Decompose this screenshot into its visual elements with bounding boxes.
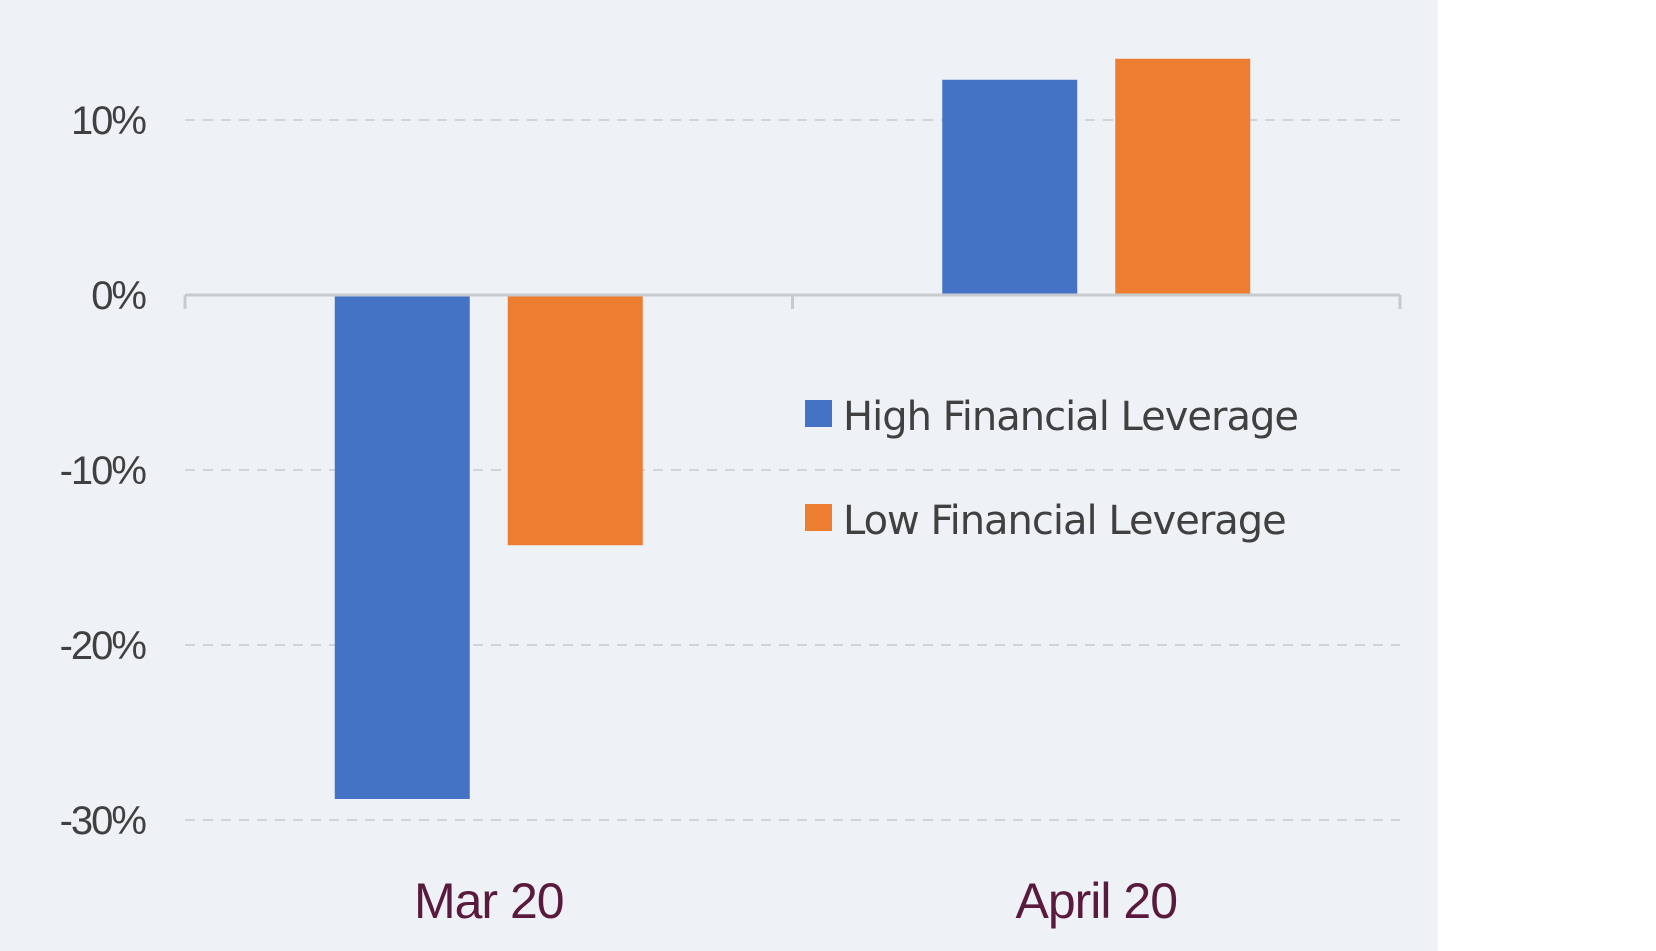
y-tick-label: -20% [60, 624, 147, 668]
bar-low-leverage-1 [507, 295, 643, 546]
bar-high-leverage-1 [334, 295, 470, 799]
legend-swatch [805, 400, 832, 427]
legend: High Financial Leverage Low Financial Lev… [805, 394, 1299, 544]
y-tick-label: 0% [91, 274, 146, 318]
x-category-label: Mar 20 [414, 873, 564, 929]
y-tick-labels: 10% 0% -10% -20% -30% [60, 99, 149, 843]
legend-label: High Financial Leverage [843, 394, 1298, 440]
bar-low-leverage-2 [1115, 58, 1251, 295]
legend-label: Low Financial Leverage [843, 498, 1286, 544]
y-tick-label: 10% [71, 99, 146, 143]
bar-high-leverage-2 [942, 79, 1078, 295]
x-category-label: April 20 [1015, 873, 1177, 929]
chart-panel: 10% 0% -10% -20% -30% Mar 20 April 20 High Fi… [0, 0, 1438, 951]
y-tick-label: -10% [60, 449, 147, 493]
axes [183, 293, 1402, 309]
legend-swatch [805, 504, 832, 531]
bars [334, 58, 1251, 799]
x-category-labels: Mar 20 April 20 [414, 873, 1178, 929]
y-tick-label: -30% [60, 799, 147, 843]
bar-chart: 10% 0% -10% -20% -30% Mar 20 April 20 High Fi… [60, 58, 1402, 929]
